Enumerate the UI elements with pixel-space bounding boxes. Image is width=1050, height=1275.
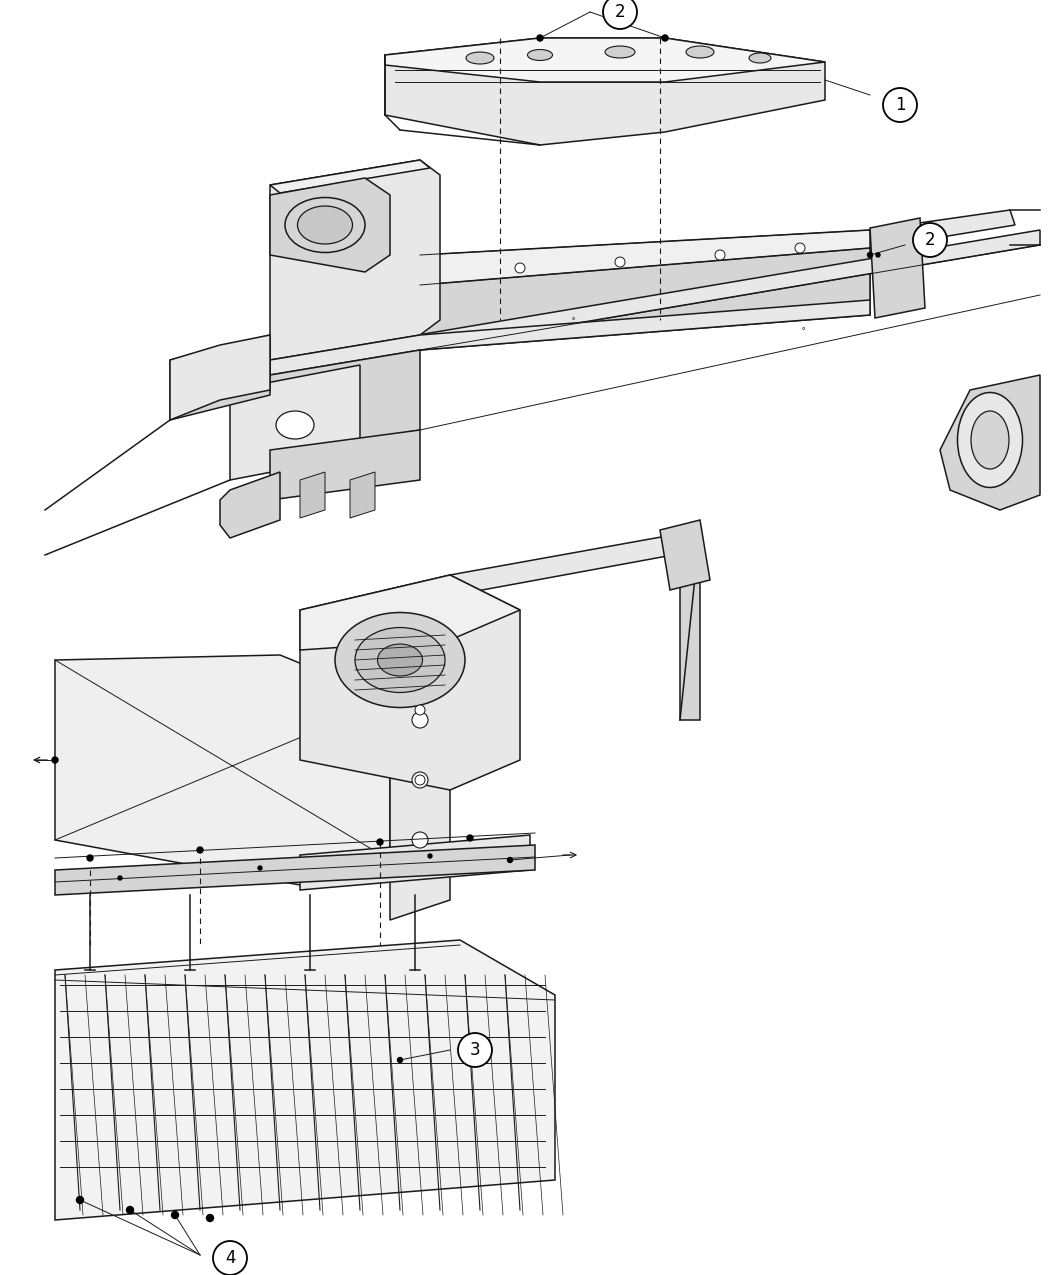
Polygon shape [450, 530, 700, 595]
Ellipse shape [749, 54, 771, 62]
Polygon shape [270, 159, 430, 193]
Circle shape [883, 88, 917, 122]
Circle shape [458, 1033, 492, 1067]
Polygon shape [170, 335, 270, 419]
Circle shape [377, 839, 383, 845]
Circle shape [171, 1211, 178, 1219]
Ellipse shape [285, 198, 365, 252]
Circle shape [467, 835, 472, 842]
Polygon shape [870, 218, 925, 317]
Text: 3: 3 [469, 1040, 480, 1060]
Ellipse shape [276, 411, 314, 439]
Circle shape [118, 876, 122, 880]
Circle shape [52, 757, 58, 762]
Ellipse shape [958, 393, 1023, 487]
Circle shape [197, 847, 203, 853]
Ellipse shape [355, 627, 445, 692]
Circle shape [207, 1215, 213, 1221]
Text: 4: 4 [225, 1250, 235, 1267]
Circle shape [415, 775, 425, 785]
Circle shape [662, 34, 668, 41]
Polygon shape [55, 845, 536, 895]
Circle shape [507, 858, 512, 862]
Polygon shape [660, 520, 710, 590]
Circle shape [867, 252, 873, 258]
Polygon shape [390, 630, 450, 921]
Ellipse shape [466, 52, 493, 64]
Ellipse shape [605, 46, 635, 57]
Circle shape [412, 771, 428, 788]
Circle shape [126, 1206, 133, 1214]
Circle shape [412, 833, 428, 848]
Text: 2: 2 [925, 231, 936, 249]
Polygon shape [270, 300, 870, 375]
Ellipse shape [378, 644, 422, 676]
Circle shape [615, 258, 625, 266]
Polygon shape [940, 375, 1040, 510]
Polygon shape [385, 38, 825, 82]
Ellipse shape [527, 50, 552, 60]
Ellipse shape [335, 612, 465, 708]
Circle shape [213, 1241, 247, 1275]
Polygon shape [55, 940, 555, 1220]
Circle shape [514, 263, 525, 273]
Ellipse shape [971, 411, 1009, 469]
Polygon shape [300, 575, 520, 650]
Circle shape [87, 856, 93, 861]
Polygon shape [270, 230, 1040, 375]
Circle shape [415, 705, 425, 715]
Circle shape [428, 854, 432, 858]
Circle shape [663, 36, 668, 41]
Circle shape [258, 866, 262, 870]
Ellipse shape [297, 207, 353, 244]
Circle shape [77, 1196, 84, 1204]
Circle shape [537, 34, 543, 41]
Polygon shape [300, 575, 520, 790]
Polygon shape [300, 472, 326, 518]
Polygon shape [270, 430, 420, 500]
Text: 2: 2 [614, 3, 626, 20]
Polygon shape [220, 472, 280, 538]
Polygon shape [420, 249, 870, 351]
Circle shape [412, 711, 428, 728]
Polygon shape [420, 230, 870, 335]
Ellipse shape [686, 46, 714, 57]
Polygon shape [270, 159, 440, 360]
Circle shape [398, 1057, 402, 1062]
Circle shape [715, 250, 724, 260]
Polygon shape [55, 655, 390, 885]
Polygon shape [680, 530, 700, 720]
Text: 1: 1 [895, 96, 905, 113]
Text: $\circ$: $\circ$ [800, 323, 806, 332]
Circle shape [914, 223, 947, 258]
Polygon shape [300, 835, 530, 890]
Polygon shape [230, 365, 360, 479]
Polygon shape [270, 351, 420, 455]
Polygon shape [170, 335, 270, 419]
Polygon shape [270, 179, 390, 272]
Text: $\circ$: $\circ$ [570, 312, 576, 323]
Polygon shape [385, 38, 825, 145]
Circle shape [603, 0, 637, 29]
Circle shape [876, 252, 880, 258]
Polygon shape [350, 472, 375, 518]
Circle shape [795, 244, 805, 252]
Circle shape [538, 36, 543, 41]
Polygon shape [870, 210, 1015, 249]
